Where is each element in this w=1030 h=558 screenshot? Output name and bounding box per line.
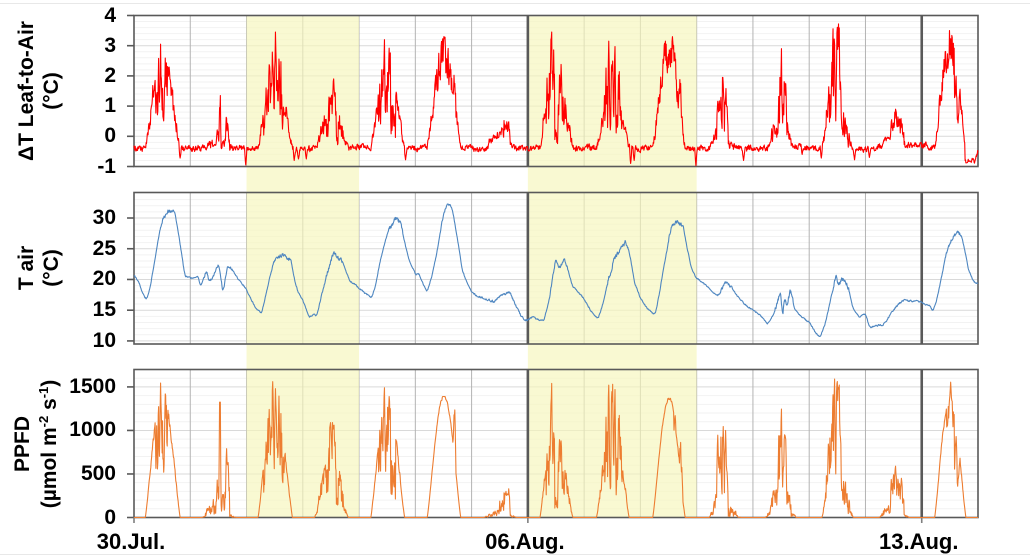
series-dT bbox=[133, 23, 979, 167]
panel-border-Tair bbox=[133, 191, 979, 345]
series-Tair bbox=[133, 203, 979, 338]
y-axis-title-Tair: T air bbox=[15, 246, 38, 291]
series-PPFD bbox=[133, 378, 979, 519]
y-tick-label-PPFD: 0 bbox=[104, 505, 116, 529]
y-tick-label-dT: 0 bbox=[104, 124, 116, 148]
y-tick-label-dT: 2 bbox=[104, 63, 116, 87]
y-tick-label-PPFD: 1500 bbox=[69, 374, 116, 398]
y-tick-label-dT: 1 bbox=[104, 94, 116, 118]
x-tick-label-30jul: 30.Jul. bbox=[96, 529, 166, 554]
y-axis-title-PPFD: PPFD bbox=[11, 415, 34, 472]
y-tick-label-Tair: 15 bbox=[92, 298, 116, 322]
y-tick-label-Tair: 30 bbox=[92, 206, 116, 229]
x-tick-label-06aug: 06.Aug. bbox=[485, 529, 565, 554]
y-tick-label-dT: 4 bbox=[104, 3, 116, 27]
y-tick-label-Tair: 20 bbox=[92, 267, 116, 291]
y-tick-label-Tair: 10 bbox=[92, 328, 116, 352]
y-tick-label-PPFD: 1000 bbox=[69, 418, 116, 442]
y-axis-title-Tair-units: (°C) bbox=[40, 249, 63, 288]
y-axis-title-PPFD-units: (µmol m-2 s-1) bbox=[36, 379, 61, 508]
panel-border-dT bbox=[133, 14, 979, 168]
y-tick-label-Tair: 25 bbox=[92, 236, 116, 260]
panel-border-PPFD bbox=[133, 368, 979, 519]
y-axis-title-dT-units: (°C) bbox=[40, 72, 63, 110]
y-tick-label-PPFD: 500 bbox=[80, 461, 116, 485]
y-axis-title-dT: ΔT Leaf-to-Air bbox=[15, 21, 38, 161]
y-tick-label-dT: 3 bbox=[104, 33, 116, 57]
highlight-band-0 bbox=[246, 16, 360, 518]
x-tick-label-13aug: 13.Aug. bbox=[878, 529, 959, 554]
y-tick-label-dT: -1 bbox=[97, 154, 116, 178]
